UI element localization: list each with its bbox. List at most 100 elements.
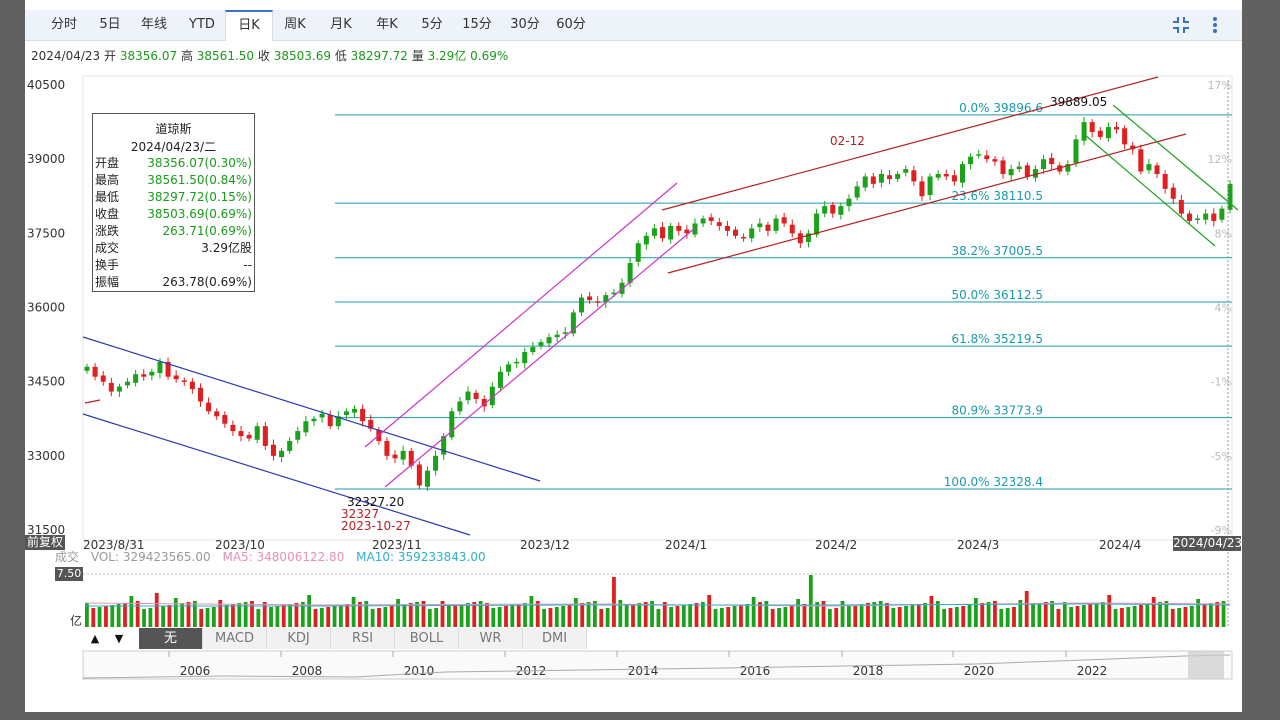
candle-body: [1073, 139, 1079, 163]
volume-ma10: MA10: 359233843.00: [356, 550, 486, 564]
annotation-low-value: 32327: [341, 507, 379, 521]
candle-body: [700, 218, 706, 224]
tooltip-value: 38503.69(0.69%): [147, 207, 252, 221]
tooltip-row-open: 开盘 38356.07(0.30%): [95, 155, 252, 172]
tab-daily-k[interactable]: 日K: [225, 10, 273, 41]
volume-bar: [269, 607, 273, 627]
volume-bar: [681, 605, 686, 627]
volume-bar: [523, 603, 527, 627]
right-pct-tick-label: 8%: [1215, 227, 1232, 240]
indicator-tab-rsi[interactable]: RSI: [331, 628, 395, 649]
volume-bar: [707, 595, 712, 627]
volume-bar: [358, 602, 362, 627]
candle-body: [976, 154, 982, 156]
candle-body: [100, 375, 106, 382]
fullscreen-icon[interactable]: [1170, 14, 1192, 36]
tab-5min[interactable]: 5分: [421, 17, 443, 32]
tab-weekly-k[interactable]: 周K: [284, 17, 306, 32]
tab-15min[interactable]: 15分: [462, 17, 492, 32]
volume-value: VOL: 329423565.00: [90, 550, 211, 564]
candle-body: [181, 380, 187, 382]
volume-bar: [218, 600, 223, 627]
volume-bar: [580, 603, 585, 627]
more-vertical-icon[interactable]: [1204, 14, 1226, 36]
x-tick-label: 2024/2: [815, 538, 857, 552]
tab-5day[interactable]: 5日: [99, 17, 121, 32]
tab-monthly-k[interactable]: 月K: [330, 17, 352, 32]
right-pct-tick-label: -1%: [1211, 376, 1232, 389]
trend-channel-line: [384, 227, 696, 488]
tab-ytd[interactable]: YTD: [189, 17, 215, 32]
indicator-up-arrow-icon[interactable]: ▲: [90, 632, 100, 645]
volume-bar: [561, 606, 566, 627]
candle-body: [862, 176, 868, 188]
navigator-year-label: 2020: [964, 664, 995, 678]
tab-yearline[interactable]: 年线: [140, 17, 167, 32]
volume-bar: [751, 597, 756, 627]
candle-body: [611, 292, 617, 295]
volume-bar: [199, 609, 204, 627]
indicator-tab-none[interactable]: 无: [139, 628, 203, 649]
volume-bar: [1088, 604, 1093, 627]
candle-body: [230, 424, 236, 432]
candle-body: [1178, 199, 1184, 214]
volume-bar: [593, 601, 597, 627]
candle-body: [360, 408, 366, 422]
candle-body: [514, 361, 520, 364]
volume-bar: [1215, 602, 1220, 627]
info-high: 38561.50: [196, 49, 255, 63]
candlestick-chart[interactable]: 40500 39000 37500 36000 34500 33000 31500 17% 12…: [25, 0, 1242, 712]
volume-bar: [91, 608, 96, 627]
candle-body: [911, 170, 917, 182]
volume-bar: [910, 605, 915, 627]
indicator-tab-dmi[interactable]: DMI: [523, 628, 587, 649]
indicator-tab-kdj[interactable]: KDJ: [267, 628, 331, 649]
volume-bar: [827, 609, 832, 627]
volume-bar: [427, 609, 432, 627]
volume-bar: [339, 605, 343, 627]
candle-body: [222, 415, 228, 424]
tab-60min[interactable]: 60分: [556, 17, 586, 32]
volume-bar: [808, 575, 813, 627]
volume-bar: [891, 608, 896, 627]
volume-bar: [542, 609, 546, 627]
candle-body: [1032, 169, 1038, 178]
candle-body: [1113, 127, 1120, 130]
volume-bar: [1164, 601, 1169, 627]
indicator-tab-boll[interactable]: BOLL: [395, 628, 459, 649]
trend-channel-line: [1112, 104, 1239, 211]
volume-max-tick: 7.50: [55, 567, 83, 581]
volume-bar: [624, 605, 629, 627]
adjustment-badge[interactable]: 前复权: [25, 535, 65, 550]
candle-body: [870, 176, 876, 184]
volume-bar: [1170, 609, 1175, 627]
tooltip-row-change: 涨跌 263.71(0.69%): [95, 223, 252, 240]
info-open: 38356.07: [119, 49, 178, 63]
volume-bar: [1056, 609, 1061, 627]
volume-bar: [281, 605, 286, 627]
candle-body: [424, 470, 430, 487]
data-tooltip: 道琼斯 2024/04/23/二 开盘 38356.07(0.30%) 最高 385…: [92, 113, 255, 292]
candle-body: [903, 169, 909, 173]
indicator-down-arrow-icon[interactable]: ▼: [114, 632, 124, 645]
volume-unit: 亿: [70, 614, 83, 628]
volume-bar: [789, 606, 794, 627]
candle-body: [311, 418, 317, 422]
volume-bar: [777, 608, 781, 627]
tab-intraday[interactable]: 分时: [50, 17, 77, 32]
candle-body: [84, 366, 90, 371]
y-tick-label: 40500: [27, 78, 65, 92]
tab-30min[interactable]: 30分: [510, 17, 540, 32]
volume-bar: [758, 602, 762, 627]
candle-body: [1041, 159, 1047, 170]
range-navigator: [82, 650, 1233, 680]
candle-body: [951, 175, 957, 182]
tab-yearly-k[interactable]: 年K: [376, 17, 398, 32]
right-pct-tick-label: 17%: [1208, 79, 1232, 92]
candle-body: [562, 332, 568, 334]
indicator-tab-macd[interactable]: MACD: [203, 628, 267, 649]
indicator-tab-wr[interactable]: WR: [459, 628, 523, 649]
candle-body: [335, 416, 341, 427]
volume-bar: [643, 602, 648, 627]
info-low-label: 低: [334, 49, 347, 63]
